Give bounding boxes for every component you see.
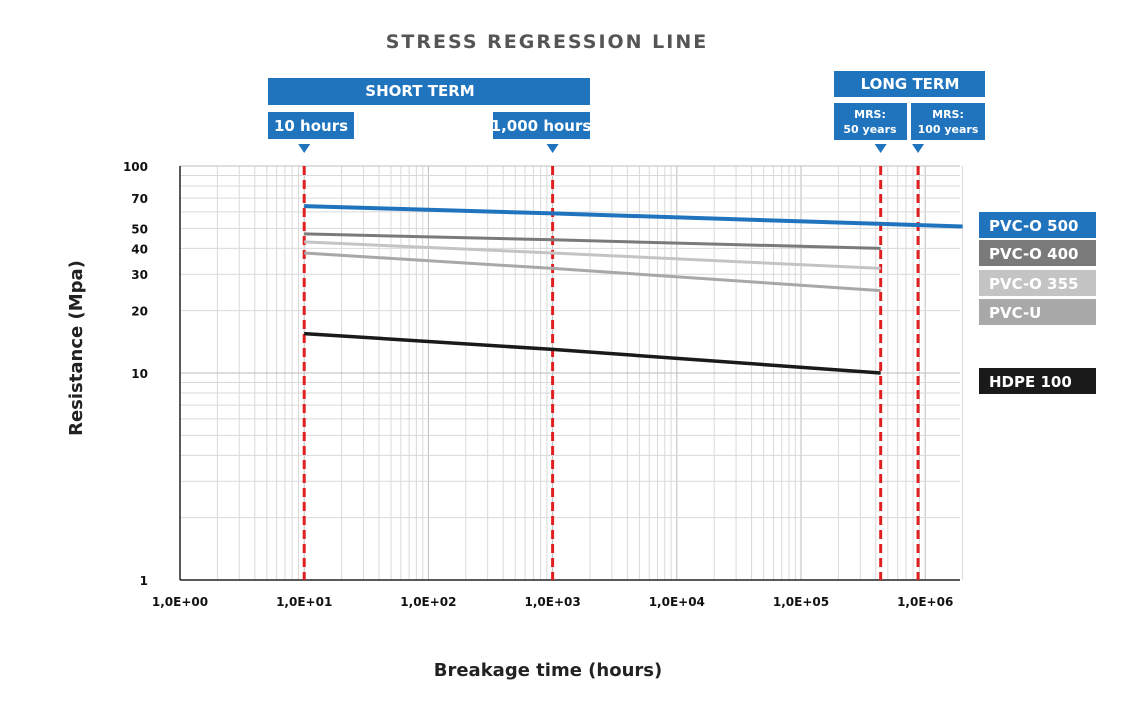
series-lines (304, 204, 963, 375)
y-tick-label: 40 (131, 242, 148, 256)
marker-label-mrs100-line1: MRS: (932, 108, 964, 121)
y-tick-label: 1 (140, 574, 148, 588)
chart-title: STRESS REGRESSION LINE (386, 31, 709, 53)
legend: PVC-O 500 PVC-O 400 PVC-O 355 PVC-U HDPE 100 (979, 212, 1096, 394)
marker-label-mrs100-line2: 100 years (918, 123, 979, 136)
x-tick-label: 1,0E+02 (400, 595, 456, 609)
legend-swatch (979, 240, 1096, 266)
legend-label: HDPE 100 (989, 373, 1072, 391)
y-tick-label: 50 (131, 222, 148, 236)
y-tick-label: 30 (131, 268, 148, 282)
x-tick-label: 1,0E+01 (276, 595, 332, 609)
x-tick-label: 1,0E+04 (649, 595, 705, 609)
marker-box-mrs100 (911, 103, 985, 140)
marker-box-10h (268, 112, 354, 139)
tick-labels: 1,0E+00 1,0E+01 1,0E+02 1,0E+03 1,0E+04 1,0E+… (123, 160, 953, 609)
series-line-pvc-u (304, 251, 881, 293)
x-tick-label: 1,0E+03 (524, 595, 580, 609)
marker-triangle-icon (546, 144, 559, 153)
series-line-hdpe-100 (304, 331, 881, 375)
legend-swatch (979, 368, 1096, 394)
marker-box-mrs50 (834, 103, 907, 140)
series-line-pvc-o-355 (304, 240, 881, 270)
x-tick-label: 1,0E+06 (897, 595, 953, 609)
legend-swatch (979, 299, 1096, 325)
x-tick-label: 1,0E+00 (152, 595, 208, 609)
axes (179, 166, 960, 581)
marker-triangle-icon (874, 144, 887, 153)
marker-triangle-icon (298, 144, 311, 153)
y-axis-title: Resistance (Mpa) (66, 260, 87, 436)
legend-label: PVC-O 500 (989, 217, 1078, 235)
series-line-pvc-o-400 (304, 232, 881, 250)
marker-triangle-icon (912, 144, 925, 153)
legend-swatch (979, 212, 1096, 238)
grid (179, 165, 964, 581)
marker-label-mrs50-line1: MRS: (854, 108, 886, 121)
x-axis-title: Breakage time (hours) (434, 660, 662, 681)
short-term-band (268, 78, 590, 105)
y-tick-label: 20 (131, 305, 148, 319)
y-tick-label: 70 (131, 192, 148, 206)
marker-label-mrs50-line2: 50 years (843, 123, 897, 136)
long-term-band (834, 71, 985, 97)
legend-swatch (979, 270, 1096, 296)
x-tick-label: 1,0E+05 (773, 595, 829, 609)
long-term-label: LONG TERM (861, 75, 960, 93)
series-line-pvc-o-500 (304, 204, 963, 229)
y-tick-label: 100 (123, 160, 148, 174)
short-term-label: SHORT TERM (365, 82, 474, 100)
legend-label: PVC-U (989, 304, 1041, 322)
legend-label: PVC-O 400 (989, 245, 1078, 263)
reference-lines (298, 144, 925, 580)
marker-label-1000h: 1,000 hours (491, 117, 592, 135)
legend-label: PVC-O 355 (989, 275, 1078, 293)
marker-box-1000h (493, 112, 590, 139)
marker-label-10h: 10 hours (274, 117, 348, 135)
y-tick-label: 10 (131, 367, 148, 381)
